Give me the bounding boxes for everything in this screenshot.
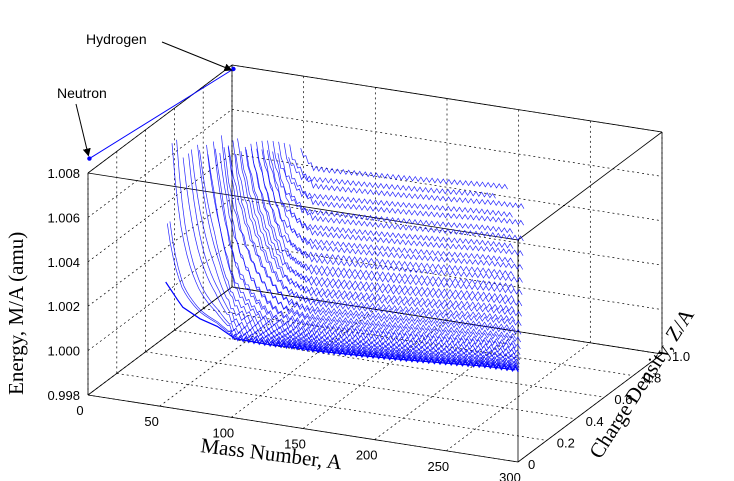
z-tick-label: 1.008 bbox=[47, 166, 80, 181]
isotope-curve bbox=[251, 148, 515, 290]
isotope-curve bbox=[199, 150, 518, 363]
y-tick-label: 0.2 bbox=[557, 435, 575, 450]
sidewall-gridline-z bbox=[87, 242, 233, 351]
nuclide-mass-curves bbox=[87, 66, 525, 373]
isotope-curve bbox=[171, 143, 518, 371]
y-tick-label: 0.8 bbox=[643, 371, 661, 386]
isotope-curve bbox=[300, 148, 508, 190]
isotope-curve bbox=[272, 141, 524, 256]
x-tick-label: 0 bbox=[76, 403, 83, 418]
isotope-curve bbox=[289, 144, 525, 209]
box-edge bbox=[517, 353, 663, 463]
isotope-curve bbox=[227, 146, 522, 343]
isotope-curve bbox=[261, 140, 523, 283]
x-tick-label: 250 bbox=[427, 459, 449, 474]
x-axis-title: Mass Number, A bbox=[199, 433, 344, 474]
isotope-curve bbox=[237, 138, 522, 326]
box-edge bbox=[87, 286, 233, 396]
box-edge bbox=[87, 64, 233, 174]
hydrogen-arrow bbox=[161, 41, 233, 72]
isotope-curve bbox=[221, 135, 521, 350]
isotope-curve bbox=[176, 139, 520, 371]
floor-gridline-x bbox=[231, 309, 376, 418]
y-axis-title: Charge Density, Z/A bbox=[584, 303, 699, 463]
valley-of-stability-line bbox=[165, 281, 516, 371]
x-tick-label: 100 bbox=[212, 425, 234, 440]
isotope-curve bbox=[278, 141, 524, 242]
box-edge bbox=[231, 64, 663, 133]
z-tick-label: 1.002 bbox=[47, 299, 80, 314]
isotope-curve bbox=[250, 143, 523, 307]
isotope-curve bbox=[256, 148, 515, 277]
isotope-curve bbox=[240, 151, 515, 312]
isotope-curve bbox=[235, 154, 516, 322]
z-tick-label: 1.004 bbox=[47, 255, 80, 270]
floor-gridline-x bbox=[302, 320, 448, 429]
x-tick-label: 200 bbox=[356, 448, 378, 463]
neutron-annotation: Neutron bbox=[57, 85, 107, 101]
floor-gridline-y bbox=[116, 373, 547, 441]
floor-gridline-y bbox=[174, 329, 605, 398]
sidewall-gridline-z bbox=[87, 153, 233, 263]
sidewall-gridline-z bbox=[87, 197, 233, 307]
floor-gridline-x bbox=[159, 297, 304, 407]
isotope-curve bbox=[206, 144, 521, 361]
axes-box bbox=[87, 64, 663, 463]
neutron-arrow bbox=[75, 103, 91, 157]
isotope-curve bbox=[244, 146, 522, 317]
box-edge bbox=[87, 172, 519, 241]
y-tick-label: 0.4 bbox=[586, 414, 604, 429]
sidewall-gridline-z bbox=[87, 109, 233, 218]
isotope-curve bbox=[245, 149, 515, 301]
isotope-curve bbox=[219, 152, 517, 346]
neutron-hydrogen-line bbox=[89, 68, 234, 159]
floor-gridline-x bbox=[374, 331, 519, 440]
isotope-curve bbox=[267, 140, 524, 270]
neutron-marker bbox=[87, 156, 92, 161]
y-tick-label: 0.6 bbox=[614, 392, 632, 407]
x-tick-label: 50 bbox=[144, 414, 158, 429]
isotope-curve bbox=[188, 153, 520, 368]
isotope-curve bbox=[227, 145, 516, 331]
box-edge bbox=[87, 394, 519, 463]
z-axis-title: Energy, M/A (amu) bbox=[4, 232, 28, 395]
z-tick-label: 1.006 bbox=[47, 210, 80, 225]
y-tick-label: 1.0 bbox=[672, 349, 690, 364]
z-tick-label: 1.000 bbox=[47, 344, 80, 359]
isotope-curve bbox=[169, 221, 519, 372]
y-tick-label: 0 bbox=[528, 457, 535, 472]
box-edge bbox=[517, 131, 663, 241]
tick-labels: 0 50 100 150 200 250 300 0 0.2 0.4 0.6 0.8 1.0 0.998 1… bbox=[47, 166, 690, 481]
isotope-curve bbox=[266, 150, 514, 249]
z-tick-label: 0.998 bbox=[47, 388, 80, 403]
isotope-curve bbox=[232, 140, 522, 335]
isotope-curve bbox=[197, 144, 520, 365]
isotope-curve bbox=[277, 153, 513, 218]
hydrogen-marker bbox=[231, 66, 236, 72]
x-tick-label: 150 bbox=[284, 437, 306, 452]
x-tick-label: 300 bbox=[499, 470, 521, 481]
annotations: Hydrogen Neutron bbox=[57, 31, 233, 157]
hydrogen-annotation: Hydrogen bbox=[86, 31, 147, 47]
isotope-curve bbox=[261, 149, 514, 264]
isotope-curve bbox=[272, 151, 514, 234]
isotope-curve bbox=[214, 148, 521, 355]
grid bbox=[87, 64, 663, 463]
isotope-curve bbox=[283, 142, 524, 226]
isotope-curve bbox=[256, 141, 523, 295]
isotope-curve bbox=[288, 157, 496, 199]
